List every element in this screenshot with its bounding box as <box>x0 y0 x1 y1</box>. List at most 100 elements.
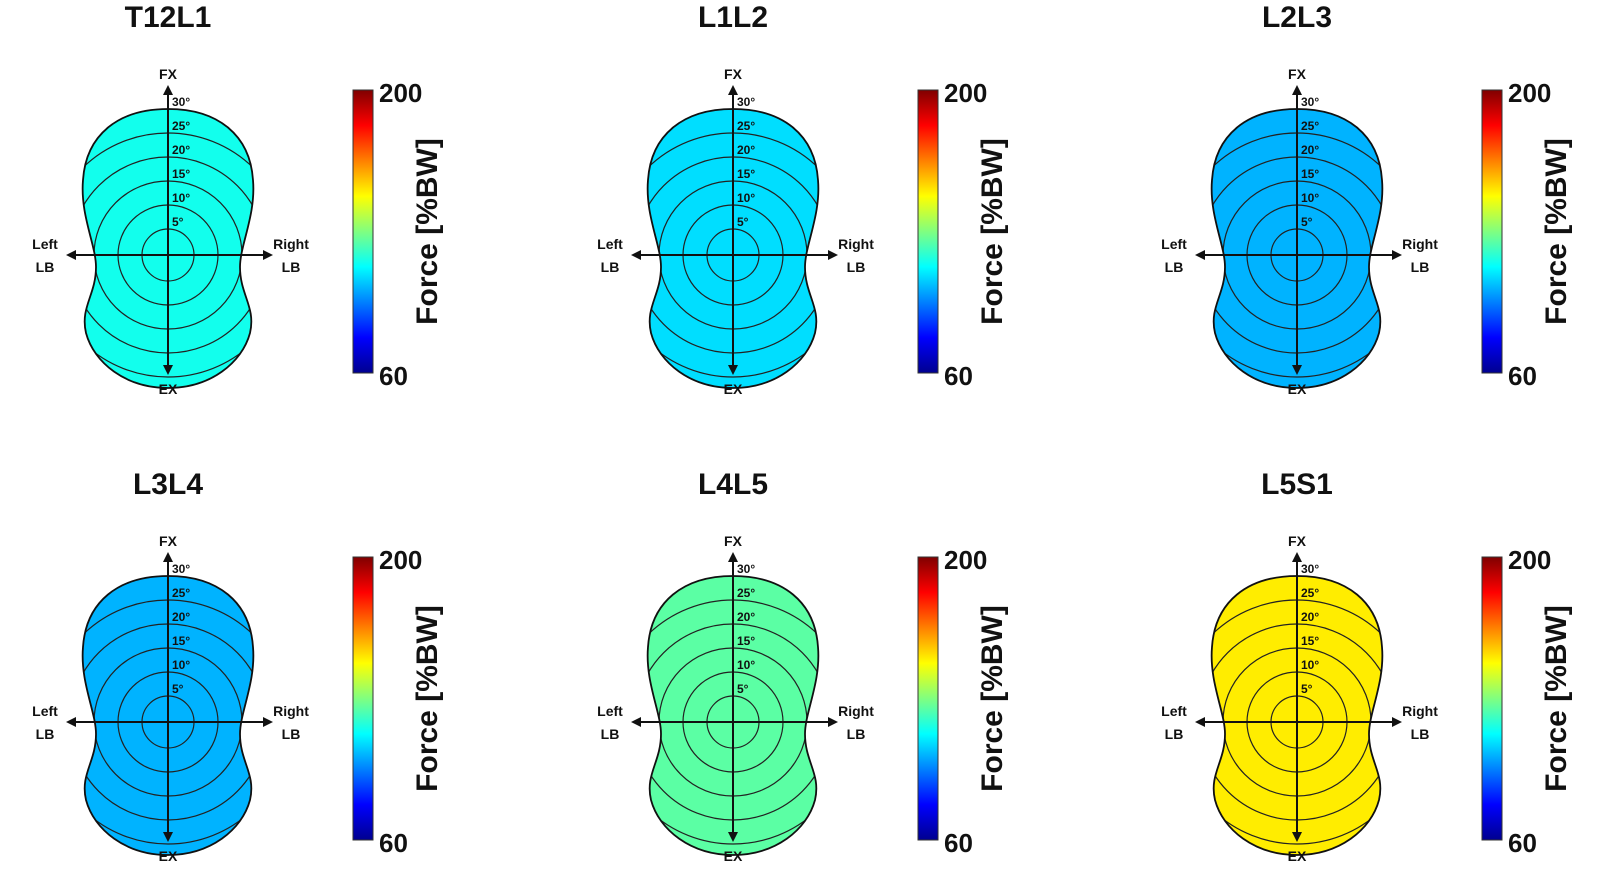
colorbar-scale <box>352 89 374 374</box>
ex-label: EX <box>1288 381 1307 397</box>
ex-label: EX <box>724 848 743 864</box>
map-outline <box>646 575 820 856</box>
left-lb-label: LB <box>36 259 55 275</box>
fx-label: FX <box>1288 66 1307 82</box>
left-label: Left <box>32 236 58 252</box>
angle-label: 15° <box>1301 634 1319 648</box>
colorbar-min-label: 60 <box>379 361 408 391</box>
angle-label: 25° <box>1301 119 1319 133</box>
angle-label: 10° <box>1301 191 1319 205</box>
panel-title: T12L1 <box>125 1 212 34</box>
ex-label: EX <box>159 848 178 864</box>
angle-label: 15° <box>737 167 755 181</box>
angle-label: 10° <box>737 658 755 672</box>
colorbar-min-label: 60 <box>379 828 408 858</box>
panel-title: L5S1 <box>1261 468 1333 501</box>
fx-label: FX <box>1288 533 1307 549</box>
colorbar-scale <box>917 556 939 841</box>
colorbar-title: Force [%BW] <box>1540 605 1573 792</box>
ex-label: EX <box>724 381 743 397</box>
left-label: Left <box>1161 703 1187 719</box>
angle-label: 30° <box>172 562 190 576</box>
angle-label: 10° <box>172 191 190 205</box>
angle-label: 10° <box>1301 658 1319 672</box>
left-lb-label: LB <box>1165 259 1184 275</box>
angle-label: 15° <box>172 634 190 648</box>
ex-label: EX <box>1288 848 1307 864</box>
colorbar-scale <box>1481 89 1503 374</box>
angle-label: 10° <box>172 658 190 672</box>
colorbar-max-label: 200 <box>1508 78 1551 108</box>
colorbar-title: Force [%BW] <box>411 605 444 792</box>
angle-label: 15° <box>1301 167 1319 181</box>
colorbar-max-label: 200 <box>1508 545 1551 575</box>
right-lb-label: LB <box>282 259 301 275</box>
colorbar-min-label: 60 <box>944 361 973 391</box>
right-label: Right <box>838 703 874 719</box>
left-label: Left <box>597 703 623 719</box>
colorbar-scale <box>1481 556 1503 841</box>
angle-label: 20° <box>737 143 755 157</box>
panel-l3l4: L3L4 FX EX Left LB Right LB 5° 10° 15° 20° 25° 30° 20… <box>32 468 444 864</box>
fx-label: FX <box>724 533 743 549</box>
colorbar-title: Force [%BW] <box>976 605 1009 792</box>
right-lb-label: LB <box>847 726 866 742</box>
panel-title: L4L5 <box>698 468 768 501</box>
right-label: Right <box>273 703 309 719</box>
colorbar-max-label: 200 <box>944 78 987 108</box>
left-label: Left <box>1161 236 1187 252</box>
right-label: Right <box>838 236 874 252</box>
angle-label: 30° <box>737 95 755 109</box>
angle-label: 20° <box>172 610 190 624</box>
left-label: Left <box>32 703 58 719</box>
map-outline <box>646 108 820 389</box>
angle-label: 25° <box>737 586 755 600</box>
right-label: Right <box>1402 236 1438 252</box>
panel-l4l5: L4L5 FX EX Left LB Right LB 5° 10° 15° 20° 25° 30° 20… <box>597 468 1009 864</box>
colorbar-scale <box>917 89 939 374</box>
angle-label: 15° <box>737 634 755 648</box>
angle-label: 5° <box>1301 215 1313 229</box>
colorbar-scale <box>352 556 374 841</box>
right-lb-label: LB <box>1411 259 1430 275</box>
panel-l1l2: L1L2 FX EX Left LB Right LB 5° 10° 15° 20° 25° 30° 20… <box>597 1 1009 397</box>
fx-label: FX <box>159 66 178 82</box>
right-lb-label: LB <box>847 259 866 275</box>
map-outline <box>1210 575 1384 856</box>
panel-l5s1: L5S1 FX EX Left LB Right LB 5° 10° 15° 20° 25° 30° 20… <box>1161 468 1573 864</box>
left-lb-label: LB <box>36 726 55 742</box>
angle-label: 25° <box>172 586 190 600</box>
colorbar: 200 60 Force [%BW] <box>917 545 1009 858</box>
right-lb-label: LB <box>282 726 301 742</box>
colorbar-title: Force [%BW] <box>1540 138 1573 325</box>
angle-label: 30° <box>1301 562 1319 576</box>
angle-label: 5° <box>1301 682 1313 696</box>
colorbar-max-label: 200 <box>944 545 987 575</box>
left-lb-label: LB <box>601 259 620 275</box>
left-lb-label: LB <box>601 726 620 742</box>
angle-label: 30° <box>737 562 755 576</box>
colorbar: 200 60 Force [%BW] <box>917 78 1009 391</box>
map-outline <box>1210 108 1384 389</box>
angle-label: 30° <box>172 95 190 109</box>
colorbar-min-label: 60 <box>944 828 973 858</box>
angle-label: 5° <box>737 215 749 229</box>
angle-label: 20° <box>1301 610 1319 624</box>
angle-label: 25° <box>1301 586 1319 600</box>
left-label: Left <box>597 236 623 252</box>
colorbar-min-label: 60 <box>1508 361 1537 391</box>
colorbar-max-label: 200 <box>379 78 422 108</box>
panel-t12l1: T12L1 FX EX Left LB Right LB 5° 10° 15° 20° 25° 30° 2… <box>32 1 444 397</box>
left-lb-label: LB <box>1165 726 1184 742</box>
right-label: Right <box>273 236 309 252</box>
angle-label: 20° <box>1301 143 1319 157</box>
colorbar-title: Force [%BW] <box>976 138 1009 325</box>
angle-label: 25° <box>737 119 755 133</box>
angle-label: 20° <box>172 143 190 157</box>
panel-l2l3: L2L3 FX EX Left LB Right LB 5° 10° 15° 20° 25° 30° 20… <box>1161 1 1573 397</box>
angle-label: 10° <box>737 191 755 205</box>
ex-label: EX <box>159 381 178 397</box>
colorbar: 200 60 Force [%BW] <box>1481 545 1573 858</box>
map-outline <box>81 108 255 389</box>
